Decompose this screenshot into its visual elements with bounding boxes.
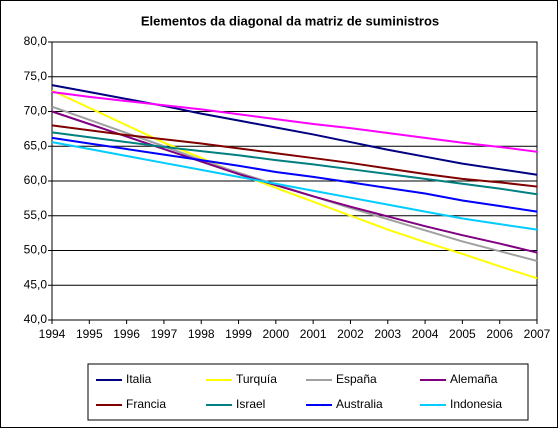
x-tick-label: 2001 [300,327,327,341]
y-tick-label: 50,0 [24,243,48,257]
legend-label: España [336,372,377,386]
x-tick-label: 2007 [524,327,551,341]
x-tick-label: 1994 [39,327,66,341]
y-tick-label: 65,0 [24,138,48,152]
x-tick-label: 2006 [486,327,513,341]
x-tick-label: 2003 [374,327,401,341]
x-tick-label: 2005 [449,327,476,341]
y-tick-label: 40,0 [24,312,48,326]
series-line [51,124,538,188]
x-tick-label: 1999 [225,327,252,341]
legend-label: Italia [126,372,152,386]
y-tick-label: 70,0 [24,104,48,118]
series-line [51,89,538,280]
series-line [51,91,538,153]
x-tick-label: 1996 [113,327,140,341]
series-line [51,141,538,231]
legend-label: Turquía [236,372,277,386]
legend-label: Alemaña [450,372,498,386]
x-tick-label: 1997 [151,327,178,341]
legend-box [87,363,529,421]
series-line [51,84,538,176]
x-tick-label: 2002 [337,327,364,341]
series-line [51,110,538,254]
legend-label: Indonesia [450,397,502,411]
y-tick-label: 75,0 [24,69,48,83]
x-tick-label: 1998 [188,327,215,341]
chart-title: Elementos da diagonal da matriz de sumin… [141,13,439,28]
x-tick-label: 1995 [76,327,103,341]
y-tick-label: 80,0 [24,34,48,48]
series-line [51,136,538,213]
legend-label: Israel [236,397,265,411]
legend-label: Francia [126,397,166,411]
series-line [51,131,538,196]
y-tick-label: 55,0 [24,208,48,222]
legend-label: Australia [336,397,383,411]
y-tick-label: 60,0 [24,173,48,187]
x-tick-label: 2004 [412,327,439,341]
x-tick-label: 2000 [262,327,289,341]
y-tick-label: 45,0 [24,277,48,291]
